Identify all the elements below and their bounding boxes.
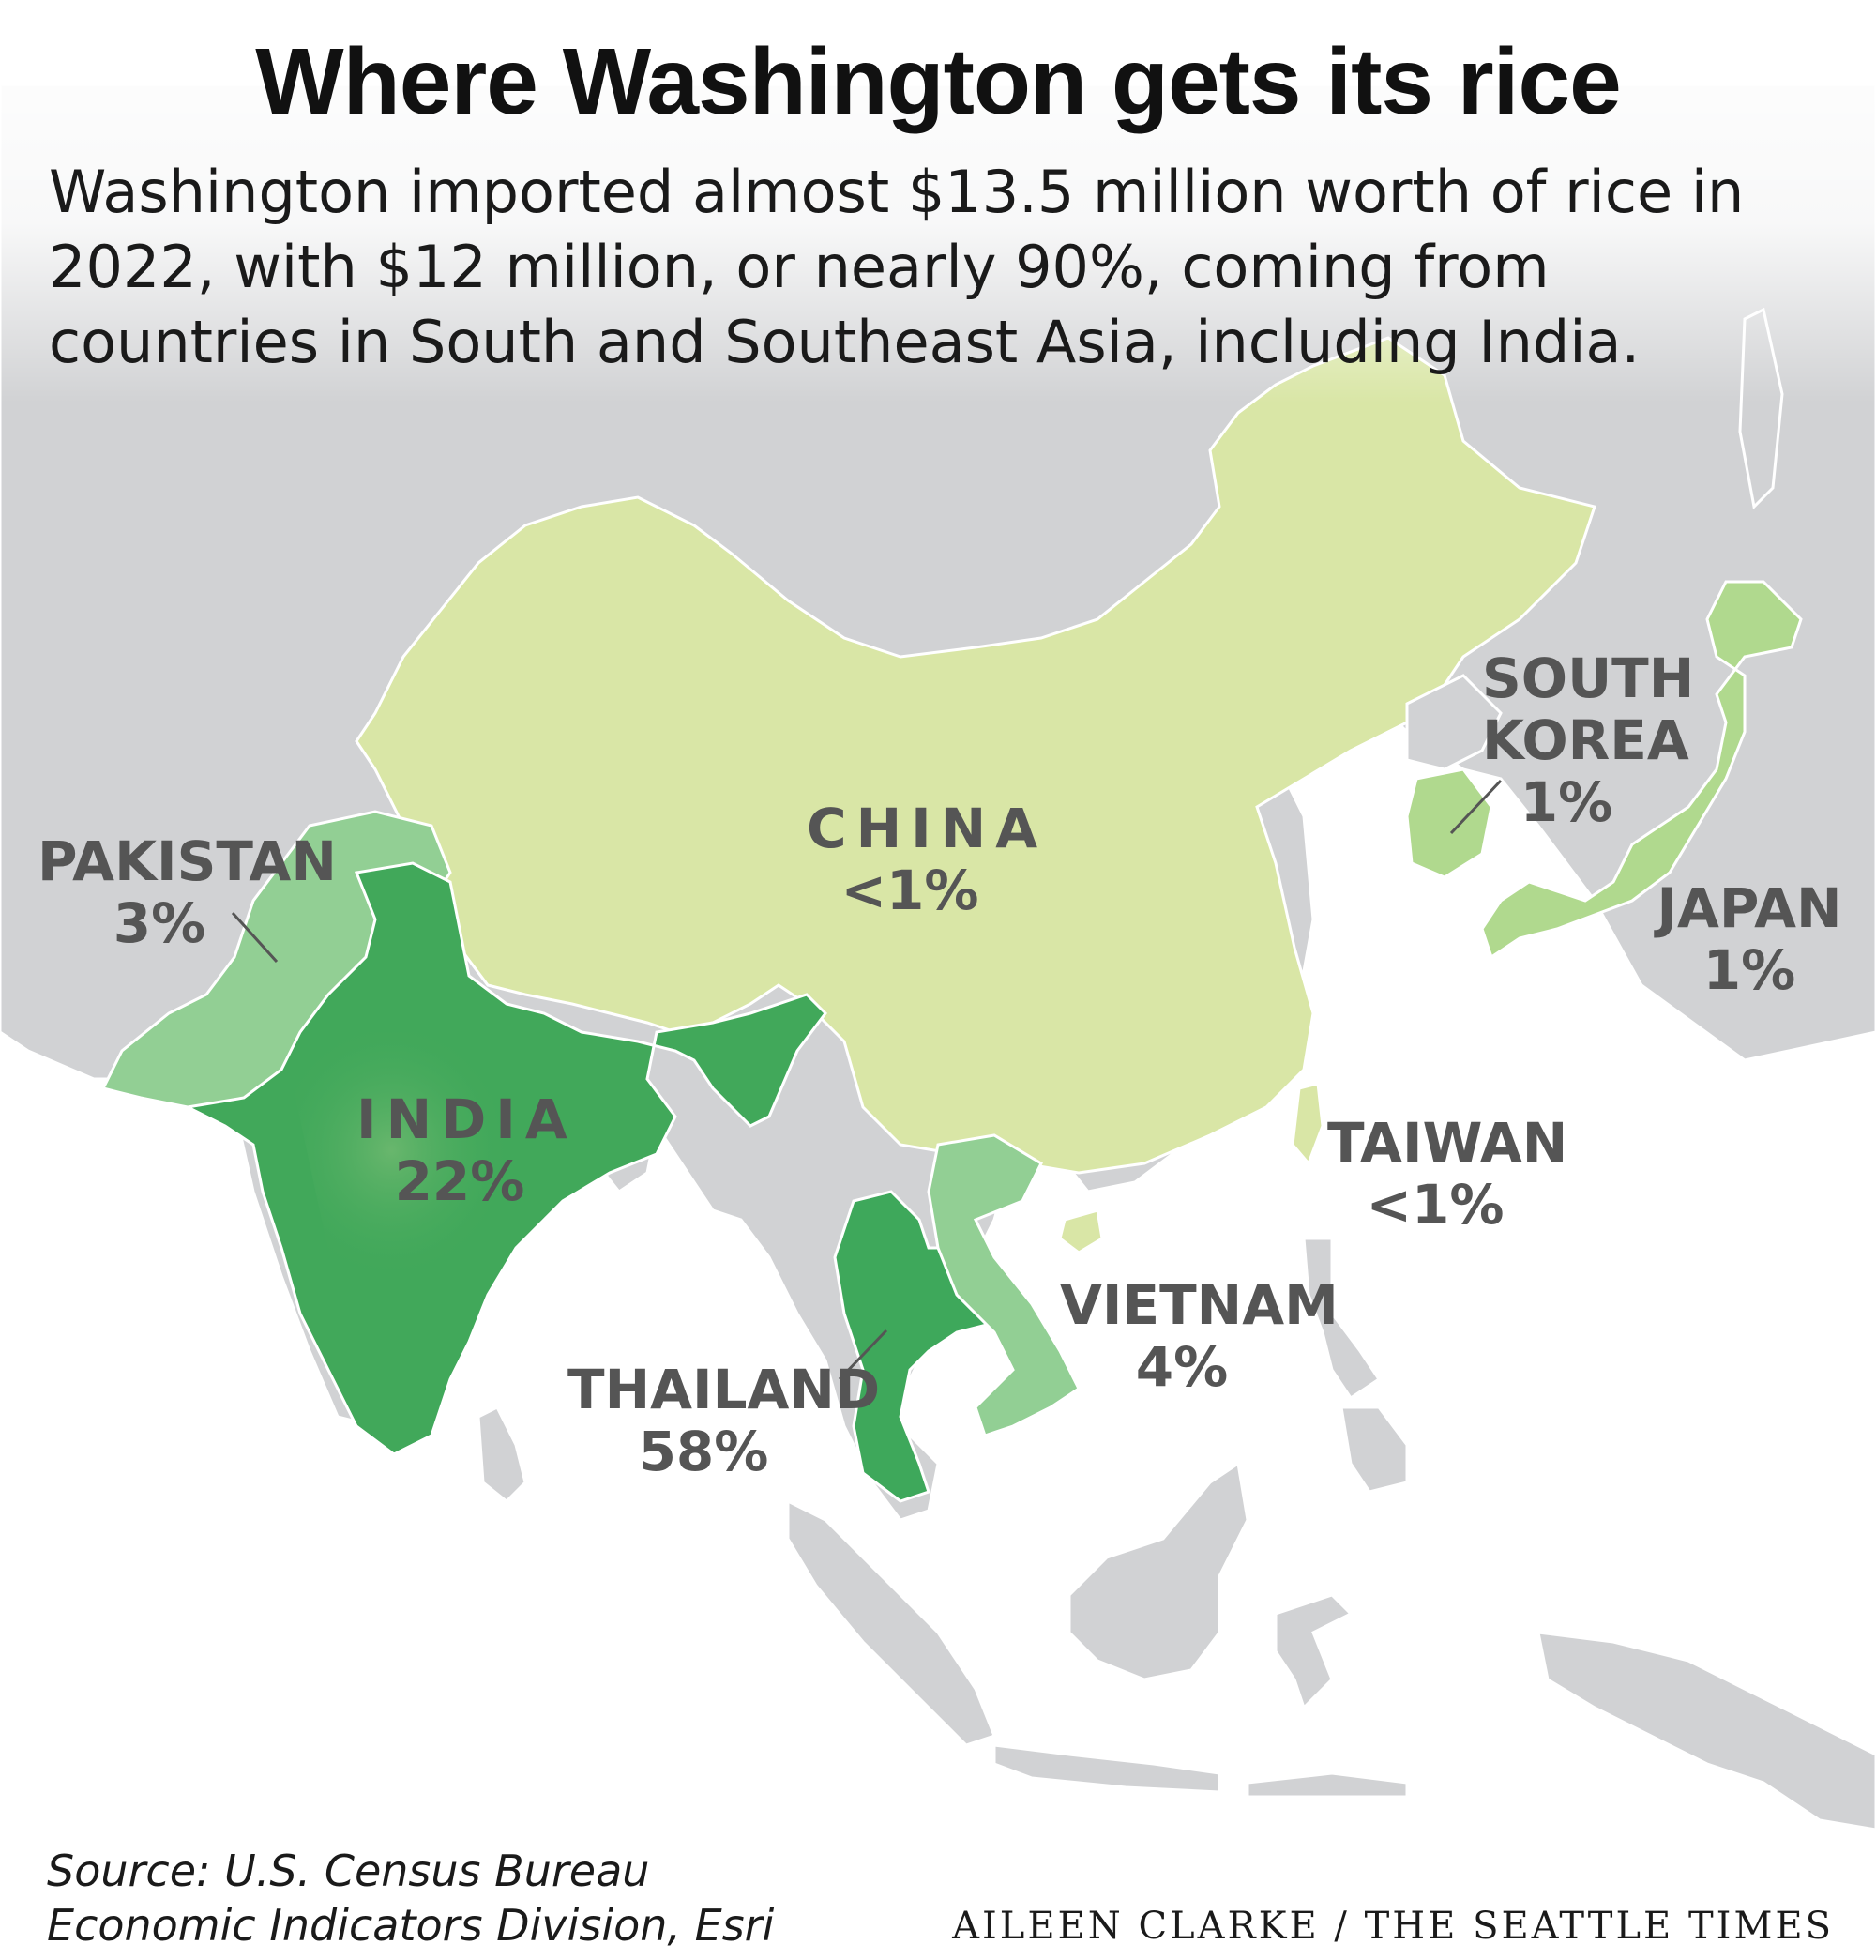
country-china: [355, 336, 1596, 1175]
land-north-korea: [1405, 674, 1503, 771]
label-taiwan: TAIWAN <1%: [1327, 1111, 1568, 1237]
label-thailand-name: THAILAND: [567, 1358, 881, 1421]
land-java: [992, 1743, 1221, 1794]
label-japan: JAPAN 1%: [1651, 877, 1848, 1001]
label-japan-name: JAPAN: [1657, 876, 1842, 940]
country-vietnam: [927, 1133, 1081, 1437]
label-vietnam-share: 4%: [1135, 1335, 1229, 1399]
credit-line: AILEEN CLARKE / THE SEATTLE TIMES: [952, 1905, 1834, 1948]
label-pakistan-share: 3%: [113, 891, 206, 955]
leader-thailand: [838, 1329, 888, 1381]
page-subtitle: Washington imported almost $13.5 million…: [49, 158, 1745, 376]
land-borneo: [1067, 1461, 1249, 1681]
label-pakistan-name: PAKISTAN: [38, 829, 337, 893]
source-line-1: Source: U.S. Census Bureau: [47, 1846, 650, 1896]
leader-pakistan: [231, 911, 279, 964]
label-china: CHINA <1%: [807, 797, 1048, 922]
label-china-name: CHINA: [807, 797, 1048, 860]
land-lesser-sunda: [1246, 1771, 1409, 1799]
land-philippines: [1302, 1237, 1409, 1494]
land-new-guinea: [1536, 1631, 1876, 1831]
land-sri-lanka: [477, 1405, 527, 1504]
source-note: Source: U.S. Census Bureau Economic Indi…: [47, 1844, 774, 1952]
label-india: INDIA 22%: [356, 1087, 577, 1213]
country-japan: [1480, 580, 1803, 960]
label-south-korea-share: 1%: [1520, 770, 1613, 834]
label-vietnam-name: VIETNAM: [1060, 1273, 1339, 1337]
india-glow: [281, 1032, 525, 1295]
country-taiwan: [1291, 1082, 1324, 1166]
land-sulawesi: [1274, 1593, 1354, 1710]
label-south-korea-name: SOUTH KOREA: [1482, 646, 1695, 772]
country-south-korea: [1405, 767, 1493, 879]
source-line-2: Economic Indicators Division, Esri: [47, 1900, 775, 1951]
label-thailand: THAILAND 58%: [567, 1358, 881, 1483]
land-sumatra: [786, 1498, 996, 1747]
label-thailand-share: 58%: [638, 1420, 769, 1483]
label-india-share: 22%: [394, 1149, 525, 1213]
label-taiwan-name: TAIWAN: [1327, 1111, 1568, 1175]
land-hainan: [1058, 1208, 1104, 1254]
label-india-name: INDIA: [356, 1087, 577, 1151]
leader-south-korea: [1449, 779, 1503, 835]
label-japan-share: 1%: [1702, 938, 1796, 1002]
page-title: Where Washington gets its rice: [255, 29, 1621, 134]
label-pakistan: PAKISTAN 3%: [38, 829, 337, 955]
label-south-korea: SOUTH KOREA 1%: [1463, 646, 1695, 834]
title-fade: [0, 0, 1876, 403]
label-taiwan-share: <1%: [1366, 1173, 1505, 1237]
label-vietnam: VIETNAM 4%: [1060, 1273, 1339, 1399]
label-china-share: <1%: [840, 858, 979, 922]
